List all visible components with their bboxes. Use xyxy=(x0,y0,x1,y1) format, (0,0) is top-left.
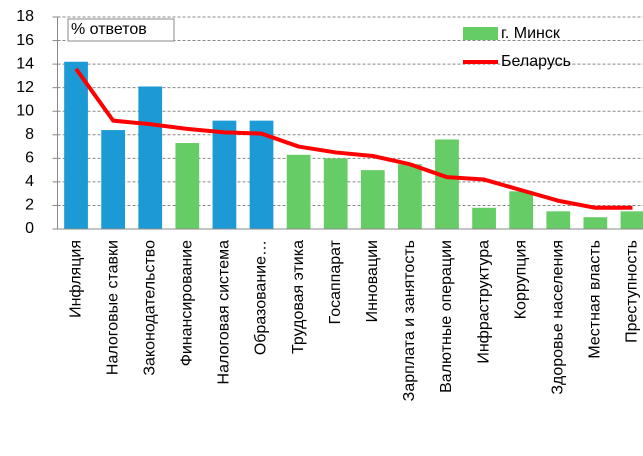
bar xyxy=(138,86,163,229)
bar xyxy=(286,154,311,229)
legend-label: Беларусь xyxy=(501,53,571,70)
bar xyxy=(620,211,643,229)
x-tick-label: Преступность xyxy=(624,240,641,343)
annotation-box xyxy=(67,18,175,42)
y-tick-label: 16 xyxy=(16,32,34,49)
bar xyxy=(212,120,237,229)
y-tick-label: 18 xyxy=(16,8,34,25)
y-tick-label: 14 xyxy=(16,55,34,72)
x-tick-label: Налоговая система xyxy=(216,240,233,385)
y-tick-label: 10 xyxy=(16,102,34,119)
x-tick-label: Валютные операции xyxy=(438,240,455,393)
x-tick-label: Здоровье населения xyxy=(549,240,566,395)
bar xyxy=(435,139,459,229)
bar xyxy=(509,191,534,229)
legend-swatch xyxy=(463,27,498,40)
x-tick-label: Образование… xyxy=(253,240,270,355)
x-tick-label: Местная власть xyxy=(587,240,604,359)
bar xyxy=(546,211,571,229)
y-tick-label: 4 xyxy=(25,173,34,190)
legend-label: г. Минск xyxy=(501,25,561,42)
x-tick-label: Трудовая этика xyxy=(290,240,307,354)
bar xyxy=(175,143,200,229)
x-tick-label: Законодательство xyxy=(141,240,158,376)
x-tick-label: Госаппарат xyxy=(327,239,344,324)
bar xyxy=(249,120,274,229)
y-tick-label: 0 xyxy=(25,220,34,237)
bar xyxy=(64,61,88,229)
line xyxy=(74,67,633,210)
x-tick-label: Инновации xyxy=(364,240,381,322)
bar xyxy=(360,170,385,229)
y-tick-label: 12 xyxy=(16,79,34,96)
x-tick-label: Коррупция xyxy=(512,240,529,319)
annotation: % ответов xyxy=(71,21,147,38)
y-tick-label: 2 xyxy=(25,197,34,214)
x-tick-label: Зарплата и занятость xyxy=(401,240,418,401)
bar xyxy=(323,158,348,229)
x-tick-label: Инфляция xyxy=(67,240,84,318)
y-tick-label: 8 xyxy=(25,126,34,143)
x-tick-label: Финансирование xyxy=(179,240,196,366)
bar xyxy=(583,217,608,229)
x-tick-label: Инфраструктура xyxy=(475,240,492,364)
bar xyxy=(398,164,422,229)
bar xyxy=(472,207,496,229)
x-tick-label: Налоговые ставки xyxy=(104,240,121,375)
y-tick-label: 6 xyxy=(25,150,34,167)
bar xyxy=(101,130,126,229)
